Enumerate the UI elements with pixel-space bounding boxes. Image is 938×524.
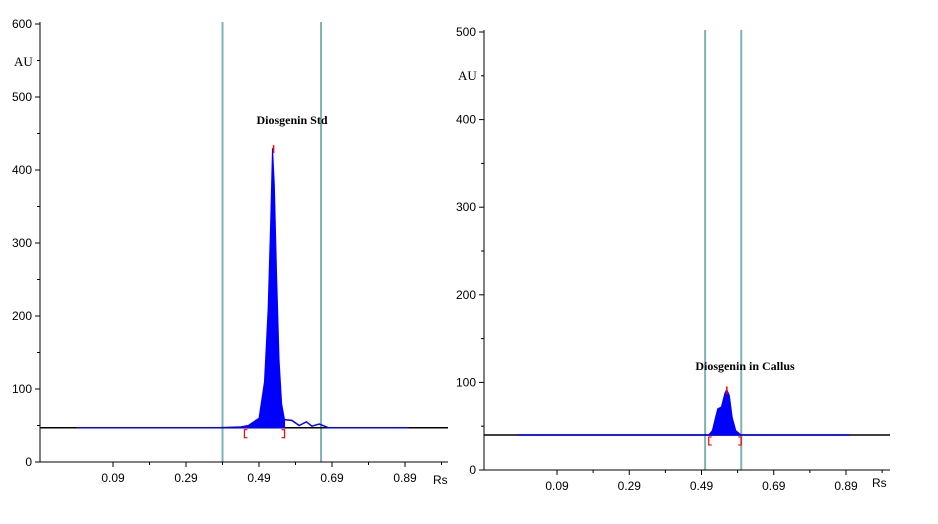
- chart1-trace-line: [76, 418, 409, 429]
- chart1-y-tick-label-6: 600: [12, 17, 32, 31]
- chart1-x-tick-label-1: 0.29: [174, 471, 198, 485]
- chart1-y-tick-label-0: 0: [25, 455, 32, 469]
- chart2-y-tick-label-3: 300: [456, 200, 476, 214]
- chart1-peak-start-marker: [243, 429, 248, 439]
- chart1-x-tick-label-0: 0.09: [101, 471, 125, 485]
- chart1-peak-end-marker: [281, 429, 286, 439]
- chart1-y-tick-label-2: 200: [12, 309, 32, 323]
- chart1-y-tick-label-1: 100: [12, 382, 32, 396]
- chart2-y-tick-label-2: 200: [456, 288, 476, 302]
- chart2-x-tick-label-3: 0.69: [762, 479, 786, 493]
- chart1-x-tick-label-4: 0.89: [393, 471, 417, 485]
- chart1-x-tick-label-3: 0.69: [320, 471, 344, 485]
- chart2-y-tick-label-4: 400: [456, 113, 476, 127]
- chart2-y-tick-label-0: 0: [469, 463, 476, 477]
- chart1-y-tick-label-4: 400: [12, 163, 32, 177]
- chart2-peak-annotation: Diosgenin in Callus: [695, 359, 795, 373]
- chart2-x-tick-label-0: 0.09: [545, 479, 569, 493]
- chart2-y-axis-label: AU: [458, 68, 477, 83]
- chart1-y-axis-label: AU: [14, 54, 33, 69]
- chart1-peak-area: [237, 148, 286, 429]
- chart1-peak-annotation: Diosgenin Std: [256, 113, 327, 127]
- chart2-y-tick-label-5: 500: [456, 25, 476, 39]
- chart1-y-tick-label-3: 300: [12, 236, 32, 250]
- chart2-peak-start-marker: [708, 436, 712, 446]
- chart2-peak-area: [707, 388, 743, 436]
- chart2-peak-end-marker: [738, 436, 742, 446]
- chart2-y-tick-label-1: 100: [456, 375, 476, 389]
- chart2-x-tick-label-2: 0.49: [690, 479, 714, 493]
- chart1-y-tick-label-5: 500: [12, 90, 32, 104]
- chart1-x-axis-label: Rs: [433, 473, 448, 487]
- chart1-x-tick-label-2: 0.49: [247, 471, 271, 485]
- chart2-x-tick-label-4: 0.89: [834, 479, 858, 493]
- chart2-x-tick-label-1: 0.29: [618, 479, 642, 493]
- chart2-x-axis-label: Rs: [872, 476, 887, 490]
